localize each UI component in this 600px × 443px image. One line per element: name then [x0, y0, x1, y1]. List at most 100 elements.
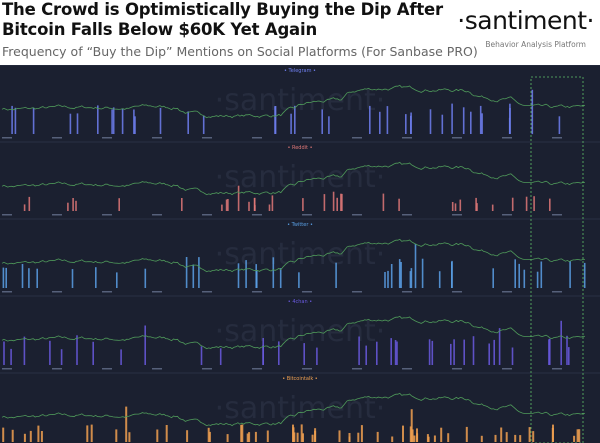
- mention-bar: [470, 111, 472, 134]
- mention-bar: [192, 264, 195, 288]
- mention-bar: [493, 339, 495, 365]
- mention-bar: [185, 257, 188, 288]
- mention-bar: [338, 430, 341, 442]
- date-tick-label: [552, 214, 562, 216]
- mention-bar: [558, 116, 561, 134]
- mention-bar: [237, 263, 240, 288]
- date-tick-label: [302, 214, 312, 216]
- mention-bar: [533, 196, 535, 211]
- mention-bar: [156, 429, 159, 442]
- mention-bar: [396, 341, 398, 365]
- price-line: [1, 238, 586, 273]
- date-tick-label: [52, 137, 62, 139]
- mention-bar: [494, 434, 497, 442]
- mention-bar: [118, 198, 120, 211]
- date-tick-label: [52, 291, 62, 293]
- mention-bar: [518, 263, 520, 288]
- mention-bar: [29, 430, 32, 442]
- mention-bar: [410, 409, 413, 442]
- mention-bar: [294, 105, 296, 134]
- mention-bar: [311, 434, 314, 442]
- mention-bar: [159, 107, 162, 134]
- mention-bar: [272, 257, 275, 288]
- watermark: ·santiment·: [215, 237, 386, 272]
- mention-bar: [254, 431, 257, 442]
- mention-bar: [488, 343, 490, 365]
- mention-bar: [447, 433, 450, 442]
- mention-bar: [165, 425, 168, 442]
- price-line: [1, 161, 586, 196]
- mention-bar: [71, 269, 74, 288]
- mention-bar: [225, 199, 228, 211]
- mention-bar: [413, 435, 416, 442]
- date-tick-label: [452, 214, 462, 216]
- mention-bar: [335, 262, 337, 288]
- mention-bar: [314, 430, 317, 442]
- watermark: ·santiment·: [215, 160, 386, 195]
- mention-bar: [540, 261, 543, 288]
- mention-bar: [341, 193, 343, 211]
- mention-bar: [472, 336, 475, 365]
- mention-bar: [431, 340, 434, 365]
- date-tick-label: [2, 291, 12, 293]
- mention-bar: [302, 433, 304, 442]
- mention-bar: [90, 424, 93, 442]
- mention-bar: [511, 347, 514, 365]
- date-tick-label: [552, 368, 562, 370]
- mention-bar: [578, 429, 581, 442]
- mention-bar: [11, 105, 13, 134]
- chart-area: • Telegram • ·santiment· • Reddit • ·santim…: [0, 65, 600, 443]
- mention-bar: [376, 341, 378, 365]
- mention-bar: [116, 272, 118, 288]
- mention-bar: [433, 435, 436, 442]
- mention-bar: [390, 338, 392, 365]
- date-tick-label: [502, 368, 512, 370]
- mention-bar: [523, 269, 526, 288]
- mention-bar: [133, 109, 135, 134]
- mention-bar: [376, 431, 379, 442]
- mention-bar: [450, 343, 452, 365]
- mention-bar: [416, 433, 419, 442]
- mention-bar: [410, 268, 413, 288]
- mention-bar: [207, 427, 210, 442]
- mention-bar: [429, 109, 432, 134]
- mention-bar: [566, 335, 568, 365]
- mention-bar: [552, 424, 554, 442]
- mention-bar: [208, 431, 211, 442]
- panel-label: • 4chan •: [288, 299, 312, 305]
- date-tick-label: [202, 291, 212, 293]
- mention-bar: [246, 433, 249, 442]
- mention-bar: [128, 432, 131, 442]
- mention-bar: [514, 434, 517, 442]
- date-tick-label: [202, 368, 212, 370]
- mention-bar: [528, 427, 531, 442]
- mention-bar: [300, 424, 303, 442]
- mention-bar: [332, 191, 335, 211]
- mention-bar: [379, 111, 381, 134]
- mention-bar: [36, 268, 38, 288]
- mention-bar: [481, 113, 483, 134]
- mention-bar: [560, 320, 562, 366]
- date-tick-label: [552, 137, 562, 139]
- mention-bar: [28, 196, 31, 211]
- mention-bar: [511, 197, 514, 211]
- mention-bar: [271, 195, 274, 211]
- mention-bar: [10, 348, 12, 365]
- mention-bar: [40, 431, 43, 442]
- date-tick-label: [52, 368, 62, 370]
- mention-bar: [386, 106, 389, 134]
- mention-bar: [23, 204, 26, 211]
- mention-bar: [200, 346, 203, 365]
- mention-bar: [357, 432, 360, 442]
- mention-bar: [505, 432, 508, 442]
- date-tick-label: [102, 137, 112, 139]
- mention-bar: [23, 336, 26, 365]
- mention-bar: [323, 194, 326, 211]
- mention-bar: [400, 262, 402, 288]
- mention-bar: [441, 114, 444, 134]
- mention-bar: [76, 335, 78, 365]
- mention-bar: [221, 204, 223, 211]
- tagline: Behavior Analysis Platform: [485, 40, 586, 49]
- mention-bar: [476, 203, 478, 211]
- date-tick-label: [402, 214, 412, 216]
